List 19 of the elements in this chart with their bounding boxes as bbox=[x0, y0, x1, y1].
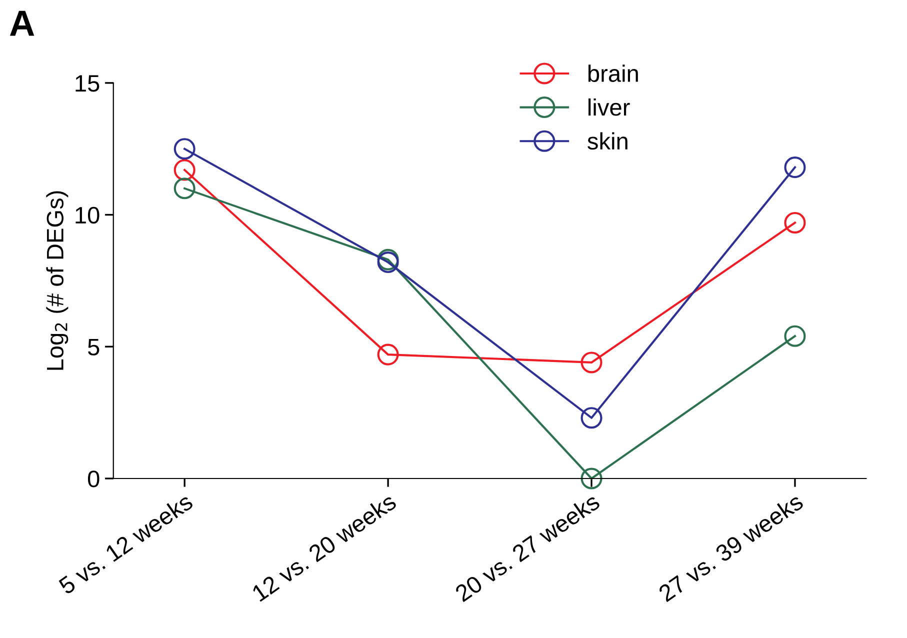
point bbox=[784, 156, 806, 178]
point bbox=[174, 178, 196, 200]
y-tick-label: 5 bbox=[88, 338, 100, 356]
y-tick-label: 10 bbox=[76, 206, 100, 224]
point bbox=[784, 212, 806, 234]
point bbox=[377, 344, 399, 366]
point bbox=[784, 325, 806, 347]
text: A bbox=[10, 10, 34, 36]
y-tick-label: 0 bbox=[88, 470, 100, 488]
point bbox=[174, 138, 196, 160]
legend-label: liver bbox=[588, 98, 630, 116]
point bbox=[580, 352, 602, 374]
legend-label: brain bbox=[588, 64, 638, 82]
y-axis-title: Log$_{2}$ (# of DEGs) bbox=[46, 191, 68, 370]
point bbox=[174, 159, 196, 181]
legend-label: skin bbox=[588, 132, 628, 150]
y-tick-label: 15 bbox=[76, 75, 100, 92]
point bbox=[580, 407, 602, 429]
point bbox=[580, 468, 602, 490]
